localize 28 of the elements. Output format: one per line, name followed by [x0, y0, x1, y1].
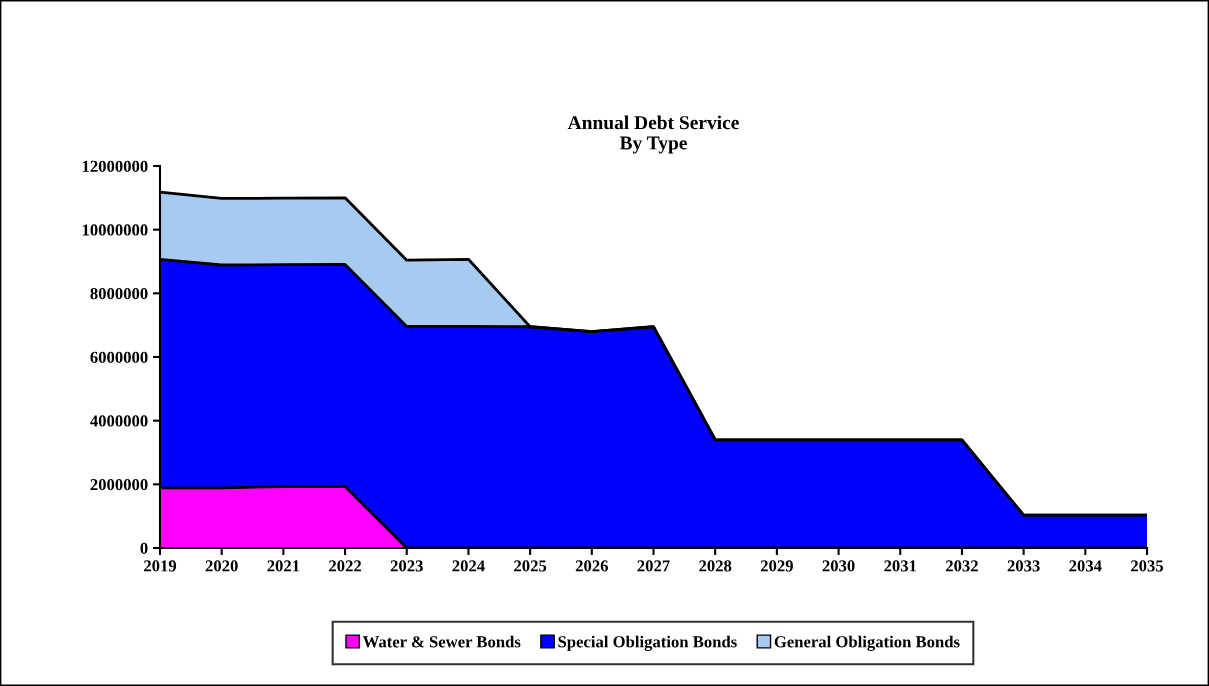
x-tick-label: 2022: [329, 560, 362, 572]
x-tick-label: 2033: [1007, 560, 1040, 572]
x-tick-label: 2026: [575, 560, 608, 572]
x-tick-label: 2020: [205, 560, 238, 572]
x-tick-label: 2024: [452, 560, 485, 572]
x-tick-label: 2034: [1069, 560, 1102, 572]
y-tick-label: 4000000: [90, 415, 148, 427]
y-tick-label: 12000000: [82, 160, 148, 172]
x-tick-label: 2029: [760, 560, 793, 572]
x-tick-label: 2035: [1131, 560, 1164, 572]
y-tick-label: 2000000: [90, 479, 148, 491]
x-tick-label: 2028: [699, 560, 732, 572]
y-tick-label: 6000000: [90, 351, 148, 363]
y-tick-label: 8000000: [90, 288, 148, 300]
x-tick-label: 2032: [945, 560, 978, 572]
legend-label: General Obligation Bonds: [774, 635, 960, 651]
x-tick-label: 2027: [637, 560, 670, 572]
x-tick-label: 2023: [390, 560, 423, 572]
x-tick-label: 2030: [822, 560, 855, 572]
y-tick-label: 0: [140, 542, 148, 554]
x-tick-label: 2019: [144, 560, 177, 572]
x-tick-label: 2025: [514, 560, 547, 572]
y-tick-label: 10000000: [82, 224, 148, 236]
x-tick-label: 2031: [884, 560, 917, 572]
x-tick-label: 2021: [267, 560, 300, 572]
legend-label: Special Obligation Bonds: [558, 635, 737, 651]
chart-title: Annual Debt Service By Type: [567, 115, 739, 154]
legend-label: Water & Sewer Bonds: [362, 635, 521, 648]
